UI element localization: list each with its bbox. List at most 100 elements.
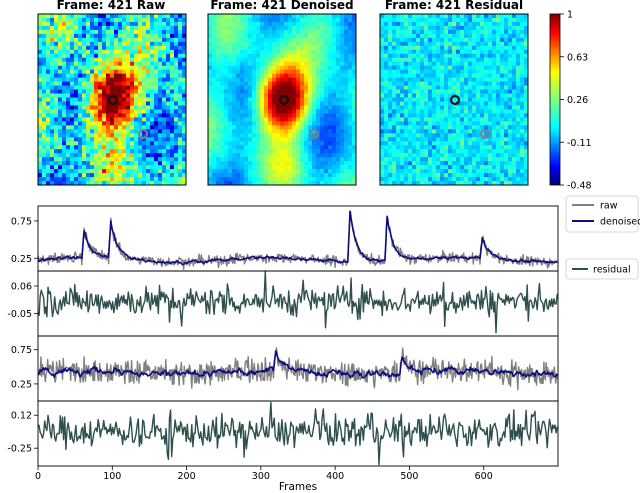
heatmap-cell (388, 89, 393, 94)
heatmap-cell (484, 177, 489, 182)
heatmap-cell (504, 69, 509, 74)
heatmap-cell (208, 45, 213, 51)
heatmap-cell (142, 14, 147, 19)
heatmap-cell (78, 149, 83, 154)
heatmap-cell (94, 117, 99, 122)
heatmap-cell (146, 45, 151, 51)
heatmap-cell (472, 93, 477, 98)
heatmap-cell (146, 157, 151, 162)
heatmap-cell (384, 29, 389, 35)
heatmap-cell (324, 129, 329, 134)
heatmap-cell (126, 69, 131, 74)
heatmap-cell (296, 177, 301, 182)
heatmap-cell (248, 145, 253, 150)
heatmap-cell (46, 105, 51, 110)
heatmap-cell (440, 149, 445, 154)
heatmap-cell (352, 41, 357, 47)
heatmap-cell (488, 29, 493, 35)
heatmap-cell (182, 129, 187, 134)
heatmap-cell (248, 17, 253, 23)
heatmap-cell (308, 157, 313, 162)
heatmap-cell (162, 141, 167, 146)
heatmap-cell (388, 129, 393, 134)
heatmap-cell (216, 105, 221, 110)
heatmap-cell (504, 41, 509, 47)
heatmap-cell (244, 117, 249, 122)
heatmap-cell (178, 109, 183, 114)
heatmap-cell (464, 29, 469, 35)
heatmap-cell (416, 37, 421, 43)
heatmap-cell (54, 141, 59, 146)
heatmap-cell (248, 101, 253, 106)
heatmap-cell (182, 113, 187, 118)
heatmap-cell (392, 33, 397, 39)
heatmap-cell (460, 61, 465, 67)
heatmap-cell (400, 173, 405, 178)
heatmap-cell (296, 45, 301, 51)
heatmap-cell (344, 17, 349, 23)
heatmap-cell (480, 49, 485, 55)
heatmap-cell (388, 149, 393, 154)
heatmap-cell (174, 97, 179, 102)
heatmap-cell (232, 121, 237, 126)
heatmap-cell (174, 29, 179, 35)
heatmap-cell (460, 137, 465, 142)
heatmap-cell (166, 121, 171, 126)
heatmap-cell (276, 21, 281, 27)
heatmap-cell (260, 133, 265, 138)
heatmap-cell (428, 125, 433, 130)
heatmap-cell (384, 89, 389, 94)
heatmap-cell (288, 113, 293, 118)
heatmap-cell (276, 129, 281, 134)
heatmap-cell (220, 173, 225, 178)
heatmap-cell (452, 145, 457, 150)
heatmap-cell (182, 17, 187, 23)
heatmap-cell (472, 133, 477, 138)
heatmap-cell (178, 53, 183, 59)
heatmap-cell (432, 177, 437, 182)
heatmap-cell (78, 61, 83, 67)
heatmap-cell (220, 129, 225, 134)
heatmap-cell (158, 157, 163, 162)
heatmap-cell (424, 141, 429, 146)
heatmap-cell (400, 113, 405, 118)
heatmap-cell (86, 133, 91, 138)
heatmap-cell (444, 25, 449, 31)
heatmap-cell (332, 65, 337, 71)
heatmap-cell (70, 57, 75, 63)
heatmap-cell (436, 29, 441, 35)
heatmap-cell (220, 41, 225, 47)
heatmap-cell (508, 129, 513, 134)
heatmap-cell (464, 45, 469, 51)
heatmap-cell (178, 149, 183, 154)
heatmap-cell (220, 161, 225, 166)
heatmap-cell (524, 49, 529, 55)
heatmap-cell (46, 173, 51, 178)
heatmap-cell (340, 65, 345, 71)
heatmap-cell (42, 85, 47, 90)
heatmap-cell (488, 21, 493, 27)
heatmap-cell (122, 125, 127, 130)
heatmap-cell (332, 53, 337, 59)
heatmap-cell (308, 173, 313, 178)
heatmap-cell (260, 149, 265, 154)
heatmap-cell (380, 113, 385, 118)
heatmap-cell (380, 117, 385, 122)
heatmap-cell (90, 89, 95, 94)
heatmap-cell (256, 81, 261, 86)
heatmap-cell (284, 149, 289, 154)
heatmap-cell (74, 89, 79, 94)
heatmap-cell (324, 97, 329, 102)
heatmap-cell (130, 121, 135, 126)
heatmap-cell (468, 53, 473, 59)
heatmap-cell (248, 129, 253, 134)
heatmap-cell (122, 97, 127, 102)
heatmap-cell (292, 17, 297, 23)
heatmap-cell (472, 125, 477, 130)
heatmap-cell (392, 145, 397, 150)
heatmap-cell (74, 113, 79, 118)
heatmap-cell (252, 17, 257, 23)
heatmap-cell (452, 121, 457, 126)
heatmap-cell (448, 61, 453, 67)
heatmap-cell (472, 61, 477, 67)
